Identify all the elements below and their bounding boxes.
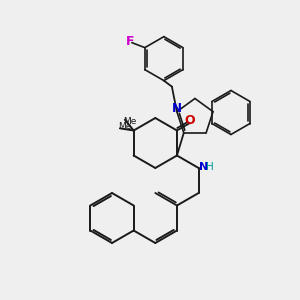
Text: Me: Me bbox=[118, 122, 131, 131]
Text: H: H bbox=[206, 162, 214, 172]
Text: N: N bbox=[172, 102, 182, 115]
Text: N: N bbox=[199, 162, 208, 172]
Text: F: F bbox=[126, 35, 134, 48]
Text: O: O bbox=[184, 113, 195, 127]
Text: Me: Me bbox=[123, 117, 136, 126]
